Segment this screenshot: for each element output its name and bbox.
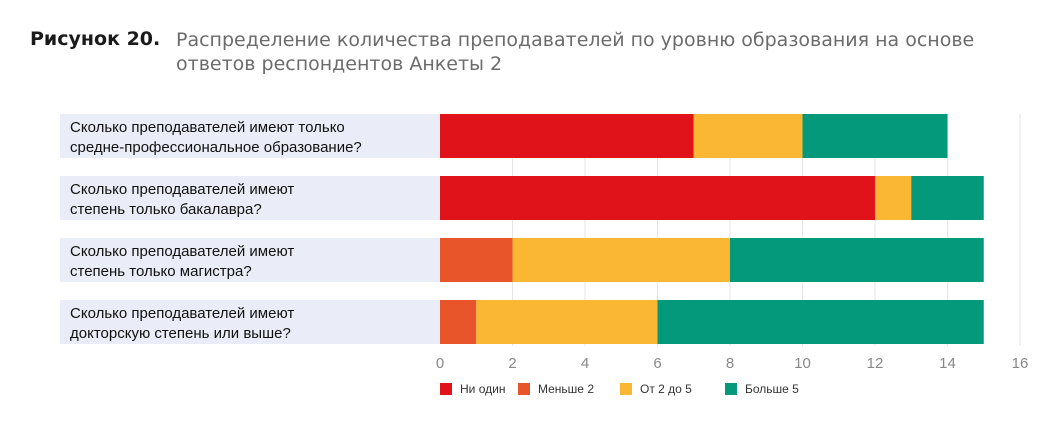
x-tick-label: 4	[581, 355, 589, 372]
x-tick-label: 0	[436, 355, 444, 372]
category-band	[60, 238, 440, 282]
legend-label: Больше 5	[745, 382, 799, 396]
x-tick-label: 2	[508, 355, 516, 372]
legend-label: Ни один	[460, 382, 505, 396]
x-tick-label: 6	[653, 355, 661, 372]
bar-segment	[875, 176, 912, 220]
category-bands: Сколько преподавателей имеют только средн…	[60, 114, 440, 344]
legend: Ни один Меньше 2 От 2 до 5 Больше 5	[440, 382, 799, 396]
bar-segment	[512, 238, 730, 282]
category-band	[60, 300, 440, 344]
legend-label: Меньше 2	[538, 382, 594, 396]
bar-segment	[657, 300, 984, 344]
bar-segment	[693, 114, 803, 158]
x-tick-label: 14	[939, 355, 956, 372]
figure-title: Распределение количества преподавателей …	[176, 29, 975, 75]
category-band	[60, 176, 440, 220]
bar-segment	[730, 238, 984, 282]
figure-label: Рисунок 20.	[30, 28, 161, 50]
x-tick-label: 12	[867, 355, 884, 372]
legend-swatch	[518, 383, 530, 395]
x-tick-label: 16	[1012, 355, 1029, 372]
x-tick-label: 8	[726, 355, 734, 372]
x-tick-label: 10	[794, 355, 811, 372]
bar-segment	[802, 114, 948, 158]
bar-segment	[440, 300, 477, 344]
bar-segment	[440, 114, 694, 158]
category-band	[60, 114, 440, 158]
category-label: Сколько преподавателей имеют степень толь…	[70, 181, 294, 218]
bars	[440, 114, 984, 344]
x-axis-ticks: 0 2 4 6 8 10 12 14 16	[436, 355, 1029, 372]
legend-swatch	[725, 383, 737, 395]
bar-segment	[440, 176, 875, 220]
legend-label: От 2 до 5	[640, 382, 692, 396]
legend-swatch	[620, 383, 632, 395]
bar-segment	[440, 238, 513, 282]
bar-segment	[476, 300, 658, 344]
bar-segment	[911, 176, 984, 220]
category-label: Сколько преподавателей имеют докторскую с…	[70, 305, 294, 342]
category-label: Сколько преподавателей имеют степень толь…	[70, 243, 294, 280]
category-label: Сколько преподавателей имеют только средн…	[70, 119, 362, 156]
legend-swatch	[440, 383, 452, 395]
